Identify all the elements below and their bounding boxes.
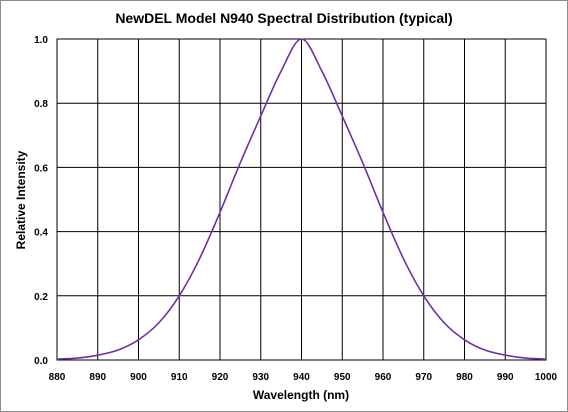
- x-tick-label: 910: [171, 372, 188, 383]
- y-axis-label: Relative Intensity: [14, 150, 28, 249]
- x-tick-labels: 880 890 900 910 920 930 940 950 960 970 980 990 1000: [49, 372, 558, 383]
- x-tick-label: 890: [89, 372, 106, 383]
- y-tick-label: 0.6: [34, 163, 48, 174]
- y-tick-label: 1.0: [34, 35, 48, 46]
- x-tick-label: 980: [456, 372, 473, 383]
- y-tick-label: 0.8: [34, 99, 48, 110]
- y-tick-labels: 0.0 0.2 0.4 0.6 0.8 1.0: [34, 35, 48, 367]
- grid: [56, 38, 547, 361]
- x-tick-label: 880: [49, 372, 66, 383]
- x-tick-label: 920: [212, 372, 229, 383]
- x-tick-label: 940: [293, 372, 310, 383]
- x-tick-label: 960: [375, 372, 392, 383]
- y-tick-label: 0.2: [34, 292, 48, 303]
- x-axis-label: Wavelength (nm): [253, 388, 349, 402]
- x-tick-label: 900: [130, 372, 147, 383]
- y-tick-label: 0.0: [34, 356, 48, 367]
- x-tick-label: 970: [415, 372, 432, 383]
- x-tick-label: 950: [334, 372, 351, 383]
- y-tick-label: 0.4: [34, 228, 48, 239]
- x-tick-label: 1000: [535, 372, 558, 383]
- series-layer: [56, 38, 547, 360]
- chart-title: NewDEL Model N940 Spectral Distribution …: [115, 10, 452, 26]
- x-tick-label: 990: [497, 372, 514, 383]
- series-line: [56, 38, 547, 360]
- x-tick-label: 930: [252, 372, 269, 383]
